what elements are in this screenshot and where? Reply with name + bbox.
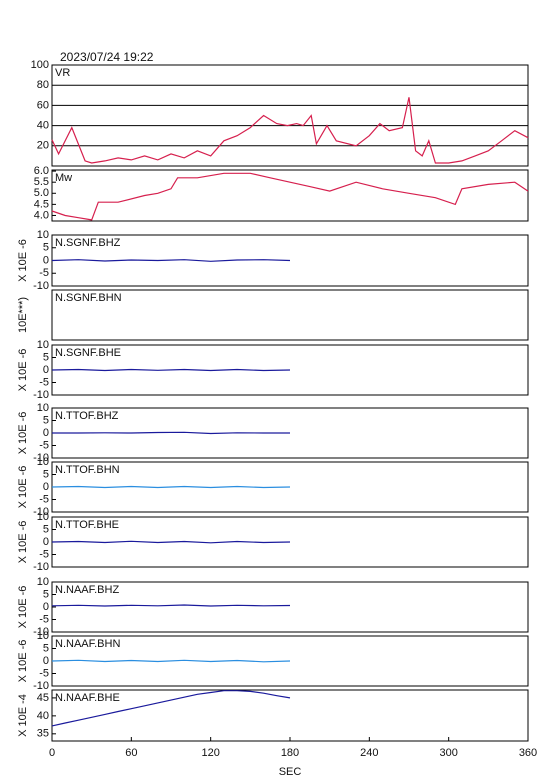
- data-line: [51, 690, 291, 727]
- panel-title: N.TTOF.BHN: [55, 464, 120, 476]
- x-tick-label: 120: [201, 747, 219, 759]
- x-tick-label: 0: [49, 747, 55, 759]
- panel-frame: [51, 64, 529, 167]
- y-tick-label: 5: [43, 351, 49, 363]
- y-axis-label: X 10E -6: [17, 521, 29, 564]
- data-line: [51, 540, 291, 544]
- y-tick-label: -5: [39, 376, 49, 388]
- y-tick-label: 80: [37, 79, 49, 91]
- panel-title: N.NAAF.BHE: [55, 692, 120, 704]
- data-line: [51, 172, 529, 221]
- panel-title: N.NAAF.BHZ: [55, 584, 119, 596]
- panel-frame: [51, 169, 529, 222]
- y-tick-label: 0: [43, 601, 49, 613]
- x-tick-label: 300: [439, 747, 457, 759]
- x-tick-label: 60: [125, 747, 137, 759]
- y-tick-label: 0: [43, 427, 49, 439]
- y-tick-label: -5: [39, 548, 49, 560]
- y-tick-label: 5.5: [34, 176, 49, 188]
- y-tick-label: -5: [39, 267, 49, 279]
- y-tick-label: 5: [43, 523, 49, 535]
- y-tick-label: 0: [43, 655, 49, 667]
- x-tick-label: 180: [281, 747, 299, 759]
- y-axis-label: 10E***): [17, 297, 29, 333]
- data-line: [51, 604, 291, 607]
- x-axis-label: SEC: [279, 766, 302, 778]
- data-line: [51, 259, 291, 262]
- y-tick-label: 6.0: [34, 165, 49, 177]
- y-tick-label: 10: [37, 456, 49, 468]
- y-tick-label: 10: [37, 630, 49, 642]
- y-tick-label: -10: [33, 389, 49, 401]
- y-tick-label: 0: [43, 481, 49, 493]
- y-tick-label: -10: [33, 561, 49, 573]
- panel-frame: [51, 581, 529, 633]
- y-axis-label: X 10E -6: [17, 640, 29, 683]
- x-tick-label: 360: [519, 747, 537, 759]
- y-tick-label: 35: [37, 728, 49, 740]
- y-tick-label: -10: [33, 452, 49, 464]
- y-tick-label: -10: [33, 280, 49, 292]
- y-axis-label: X 10E -6: [17, 412, 29, 455]
- timestamp: 2023/07/24 19:22: [60, 50, 154, 64]
- panel-title: N.SGNF.BHE: [55, 347, 121, 359]
- panel-frame: [51, 289, 529, 341]
- y-tick-label: 5: [43, 242, 49, 254]
- y-tick-label: -5: [39, 667, 49, 679]
- y-tick-label: -5: [39, 439, 49, 451]
- y-tick-label: -5: [39, 493, 49, 505]
- panel-title: N.TTOF.BHE: [55, 519, 119, 531]
- y-tick-label: 4.5: [34, 198, 49, 210]
- x-tick-label: 240: [360, 747, 378, 759]
- y-axis-label: X 10E -6: [17, 586, 29, 629]
- y-tick-label: 10: [37, 511, 49, 523]
- y-tick-label: -10: [33, 626, 49, 638]
- y-tick-label: 0: [43, 254, 49, 266]
- data-line: [51, 485, 291, 489]
- y-tick-label: 40: [37, 710, 49, 722]
- panel-title: Mw: [55, 172, 72, 184]
- y-tick-label: 10: [37, 339, 49, 351]
- y-axis-label: X 10E -6: [17, 239, 29, 282]
- y-tick-label: -5: [39, 613, 49, 625]
- y-tick-label: -10: [33, 506, 49, 518]
- y-tick-label: -10: [33, 680, 49, 692]
- y-axis-label: X 10E -6: [17, 466, 29, 509]
- data-line: [52, 431, 290, 435]
- y-tick-label: 5: [43, 642, 49, 654]
- y-tick-label: 5: [43, 468, 49, 480]
- y-tick-label: 0: [43, 536, 49, 548]
- panel-title: N.TTOF.BHZ: [55, 410, 119, 422]
- y-axis-label: X 10E -6: [17, 349, 29, 392]
- y-tick-label: 5: [43, 588, 49, 600]
- y-tick-label: 45: [37, 692, 49, 704]
- y-tick-label: 5: [43, 414, 49, 426]
- y-tick-label: 10: [37, 229, 49, 241]
- y-tick-label: 100: [31, 59, 49, 71]
- data-line: [51, 368, 291, 372]
- panel-title: N.NAAF.BHN: [55, 638, 120, 650]
- panel-title: N.SGNF.BHZ: [55, 237, 121, 249]
- y-tick-label: 0: [43, 364, 49, 376]
- y-axis-label: X 10E -4: [17, 694, 29, 737]
- y-tick-label: 20: [37, 140, 49, 152]
- y-tick-label: 4.0: [34, 209, 49, 221]
- y-tick-label: 60: [37, 99, 49, 111]
- y-tick-label: 10: [37, 402, 49, 414]
- y-tick-label: 10: [37, 576, 49, 588]
- panel-title: N.SGNF.BHN: [55, 292, 122, 304]
- data-line: [51, 659, 291, 663]
- data-line: [51, 97, 529, 164]
- panel-title: VR: [55, 67, 70, 79]
- y-tick-label: 5.0: [34, 187, 49, 199]
- y-tick-label: 40: [37, 120, 49, 132]
